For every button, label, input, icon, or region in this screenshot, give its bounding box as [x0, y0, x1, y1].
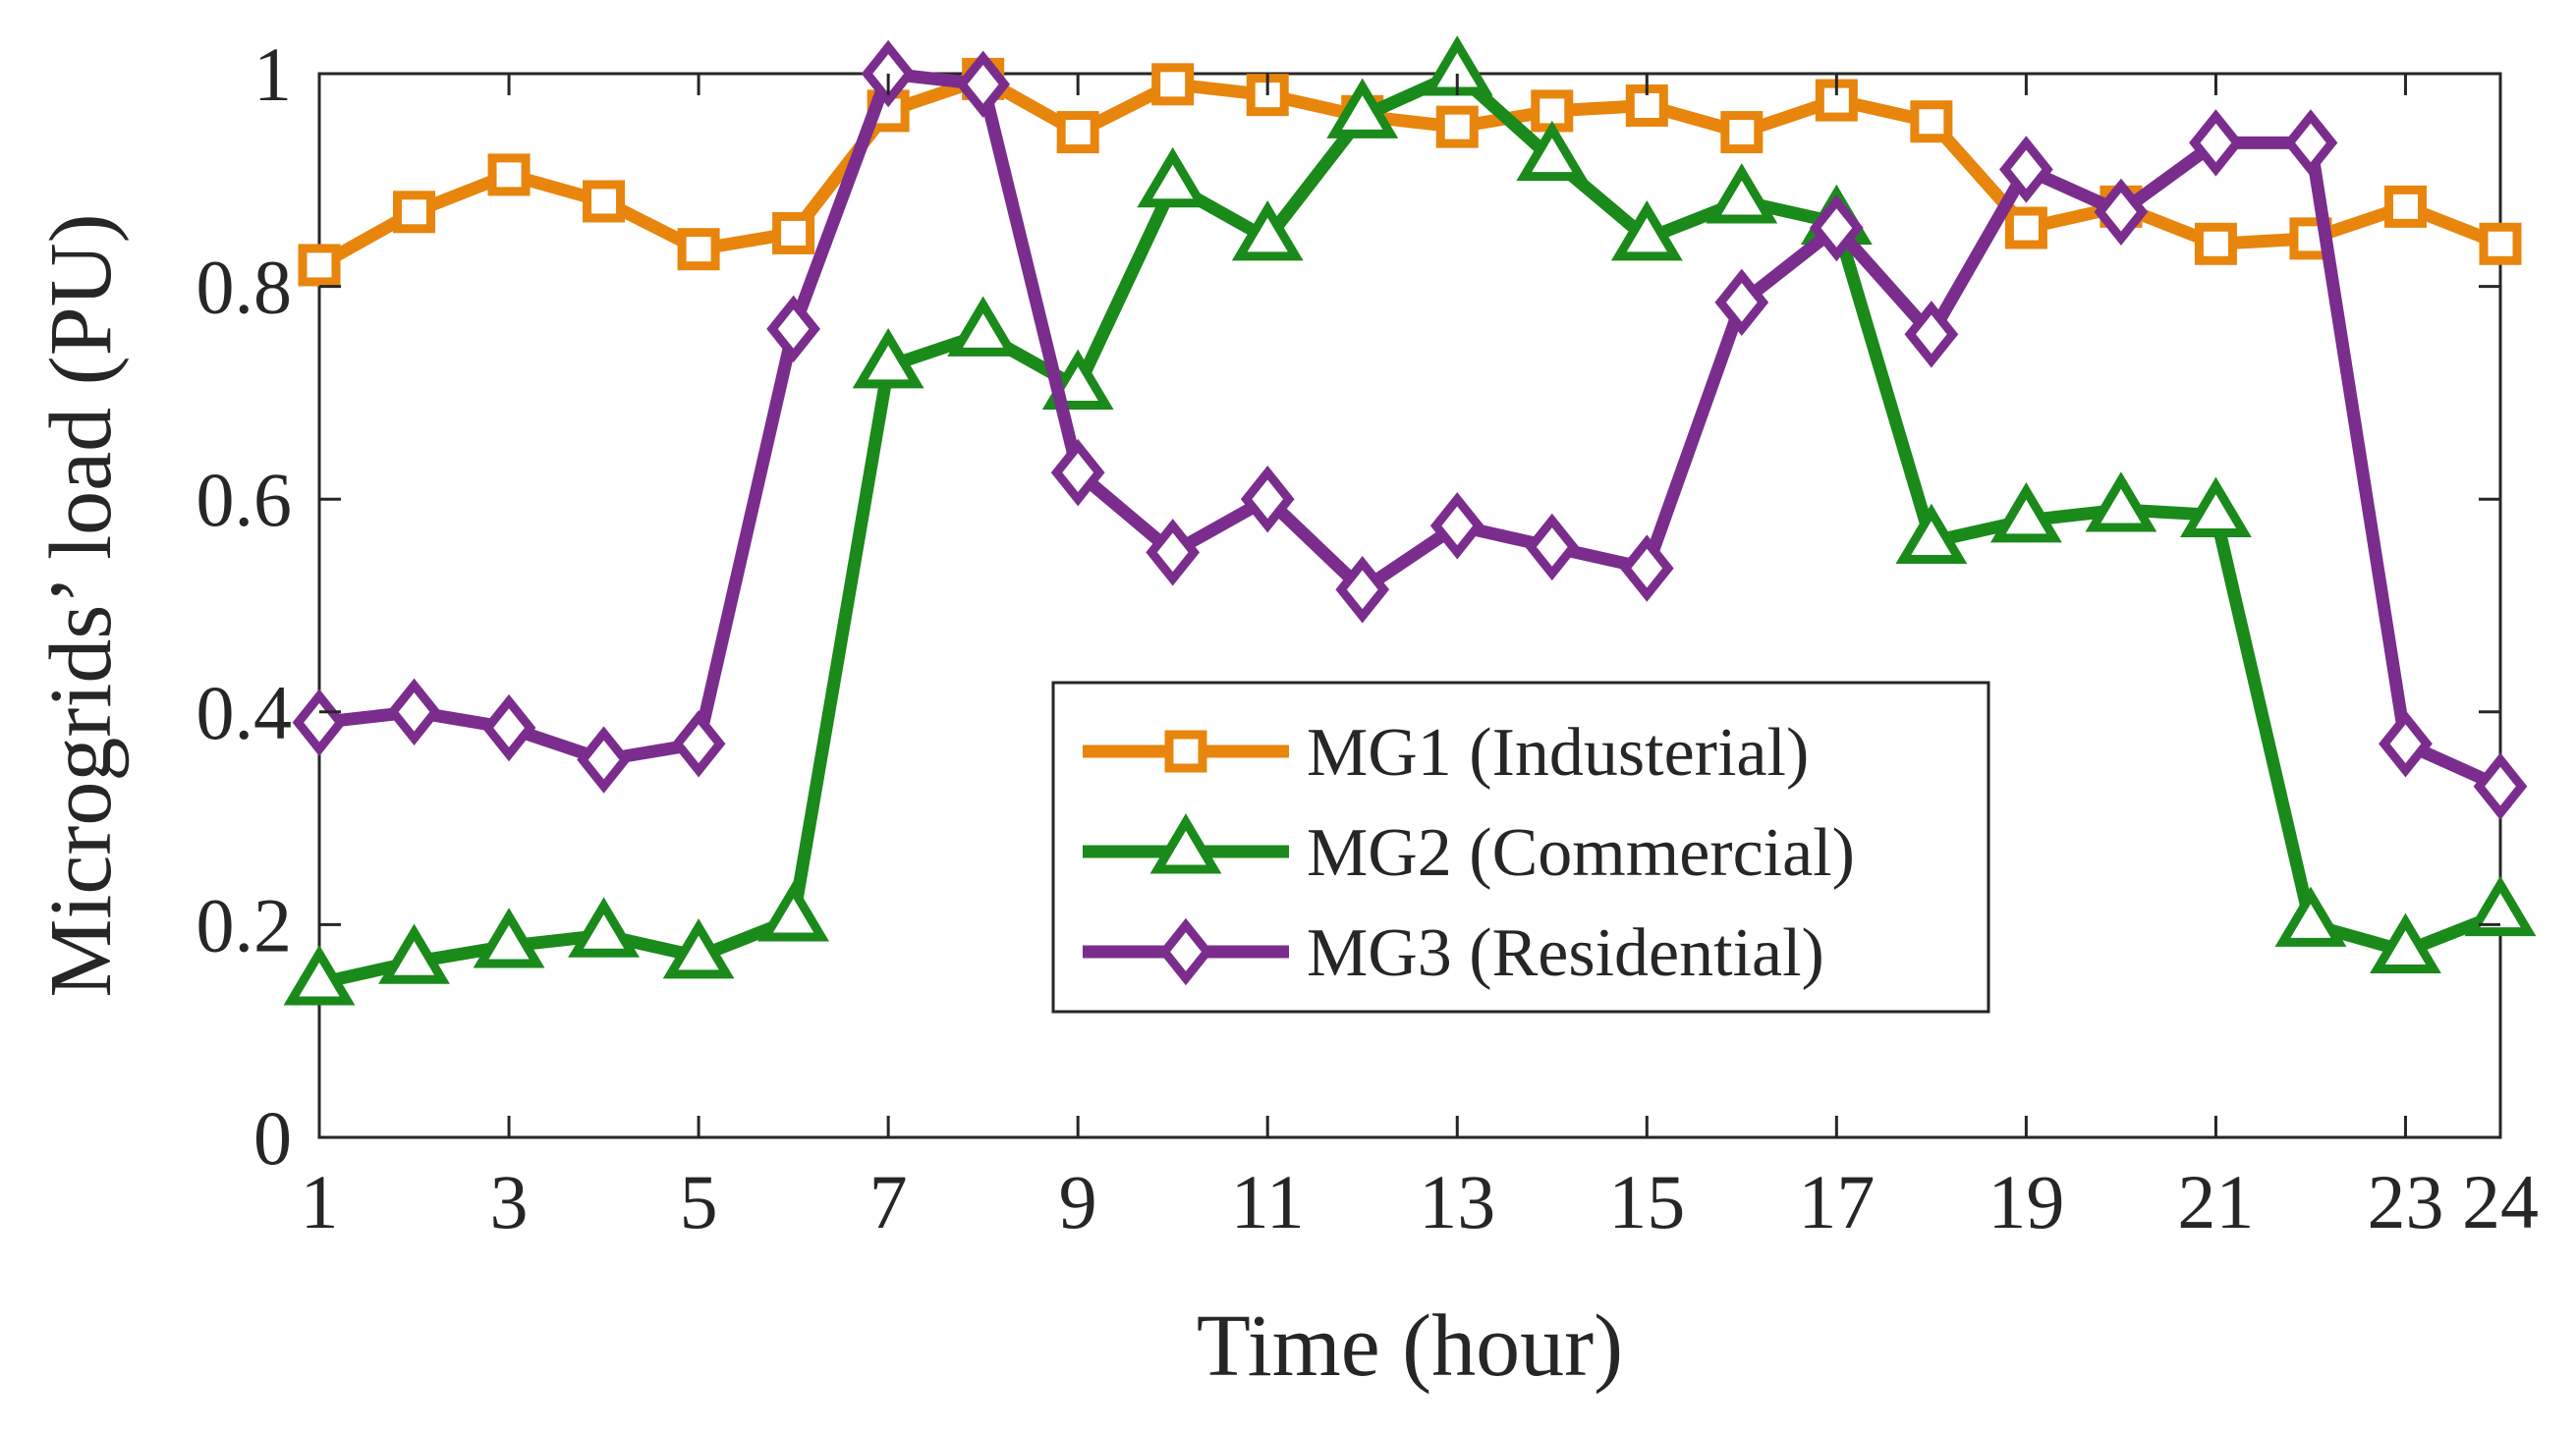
y-tick-label: 0	[253, 1095, 292, 1181]
x-tick-label: 9	[1059, 1159, 1097, 1244]
data-point-triangle	[852, 328, 924, 389]
data-point-triangle	[473, 908, 545, 968]
x-tick-label: 3	[490, 1159, 529, 1244]
data-point-diamond	[292, 689, 347, 756]
x-tick-label: 5	[680, 1159, 718, 1244]
y-tick-label: 0.4	[196, 670, 293, 755]
data-point-triangle	[1895, 503, 1968, 565]
legend-marker	[1149, 813, 1222, 874]
data-point-triangle	[1610, 200, 1683, 261]
data-point-square	[583, 180, 626, 223]
x-axis-title: Time (hour)	[1197, 1297, 1623, 1395]
y-tick-label: 0.2	[196, 882, 293, 967]
data-point-square	[1720, 111, 1764, 154]
data-point-square	[393, 191, 436, 234]
x-tick-label: 15	[1608, 1159, 1685, 1244]
x-tick-label: 23	[2367, 1159, 2443, 1244]
legend-label: MG3 (Residential)	[1307, 915, 1824, 991]
data-point-diamond	[2189, 109, 2243, 177]
data-point-triangle	[568, 897, 640, 958]
data-point-diamond	[766, 295, 820, 363]
data-point-triangle	[1989, 482, 2062, 543]
data-point-square	[2194, 222, 2237, 265]
series-3	[292, 39, 2528, 820]
data-point-diamond	[1619, 534, 1674, 602]
data-point-diamond	[1429, 492, 1484, 560]
data-point-diamond	[1809, 193, 1864, 262]
data-point-triangle	[378, 923, 450, 984]
data-point-diamond	[671, 710, 726, 778]
y-axis-title: Microgrids’ load (PU)	[32, 213, 130, 997]
data-point-triangle	[1326, 78, 1399, 138]
x-tick-label: 19	[1988, 1159, 2064, 1244]
data-point-square	[1435, 105, 1479, 148]
data-point-square	[1151, 63, 1195, 106]
data-point-diamond	[1904, 301, 1959, 368]
legend-marker	[1158, 917, 1213, 986]
data-point-triangle	[757, 881, 830, 942]
data-point-diamond	[2473, 752, 2528, 820]
data-point-triangle	[947, 296, 1020, 357]
x-tick-label: 24	[2462, 1159, 2539, 1244]
data-point-diamond	[1146, 519, 1201, 586]
data-point-square	[298, 244, 341, 287]
data-point-triangle	[2180, 476, 2252, 537]
data-point-diamond	[1050, 438, 1105, 507]
data-point-diamond	[577, 726, 631, 794]
data-point-diamond	[956, 50, 1011, 119]
data-point-triangle	[2370, 912, 2441, 973]
y-tick-label: 1	[253, 31, 292, 117]
data-point-square	[2383, 185, 2427, 228]
data-point-square	[677, 228, 720, 271]
data-point-triangle	[662, 918, 735, 979]
x-tick-label: 7	[869, 1159, 908, 1244]
data-point-diamond	[1999, 136, 2053, 203]
data-point-square	[772, 211, 815, 254]
data-point-diamond	[2379, 710, 2433, 778]
data-point-diamond	[2283, 109, 2338, 177]
data-point-diamond	[1240, 465, 1295, 533]
data-point-triangle	[2085, 471, 2157, 532]
data-point-square	[1056, 111, 1099, 154]
data-point-square	[1910, 100, 1953, 143]
x-tick-label: 11	[1231, 1159, 1305, 1244]
x-tick-label: 1	[301, 1159, 339, 1244]
data-point-triangle	[1706, 163, 1778, 224]
y-tick-label: 0.8	[196, 245, 293, 330]
data-point-triangle	[283, 945, 356, 1006]
data-point-triangle	[2464, 875, 2537, 937]
data-point-triangle	[1231, 200, 1304, 261]
x-tick-label: 17	[1798, 1159, 1875, 1244]
legend-label: MG2 (Commercial)	[1307, 815, 1855, 891]
data-point-square	[2004, 206, 2047, 249]
data-point-diamond	[387, 678, 441, 746]
legend-marker	[1164, 730, 1207, 773]
x-tick-label: 13	[1419, 1159, 1495, 1244]
data-point-diamond	[1714, 268, 1769, 337]
data-point-square	[487, 153, 531, 196]
data-point-diamond	[481, 693, 536, 762]
data-point-square	[2479, 222, 2522, 265]
data-point-diamond	[1525, 513, 1580, 581]
data-point-triangle	[1516, 120, 1589, 182]
data-point-triangle	[2274, 886, 2347, 947]
data-point-diamond	[2094, 178, 2149, 246]
data-point-triangle	[1137, 146, 1209, 208]
data-point-diamond	[1335, 556, 1390, 624]
x-tick-label: 21	[2177, 1159, 2254, 1244]
legend-label: MG1 (Industerial)	[1307, 715, 1809, 791]
y-tick-label: 0.6	[196, 457, 293, 542]
